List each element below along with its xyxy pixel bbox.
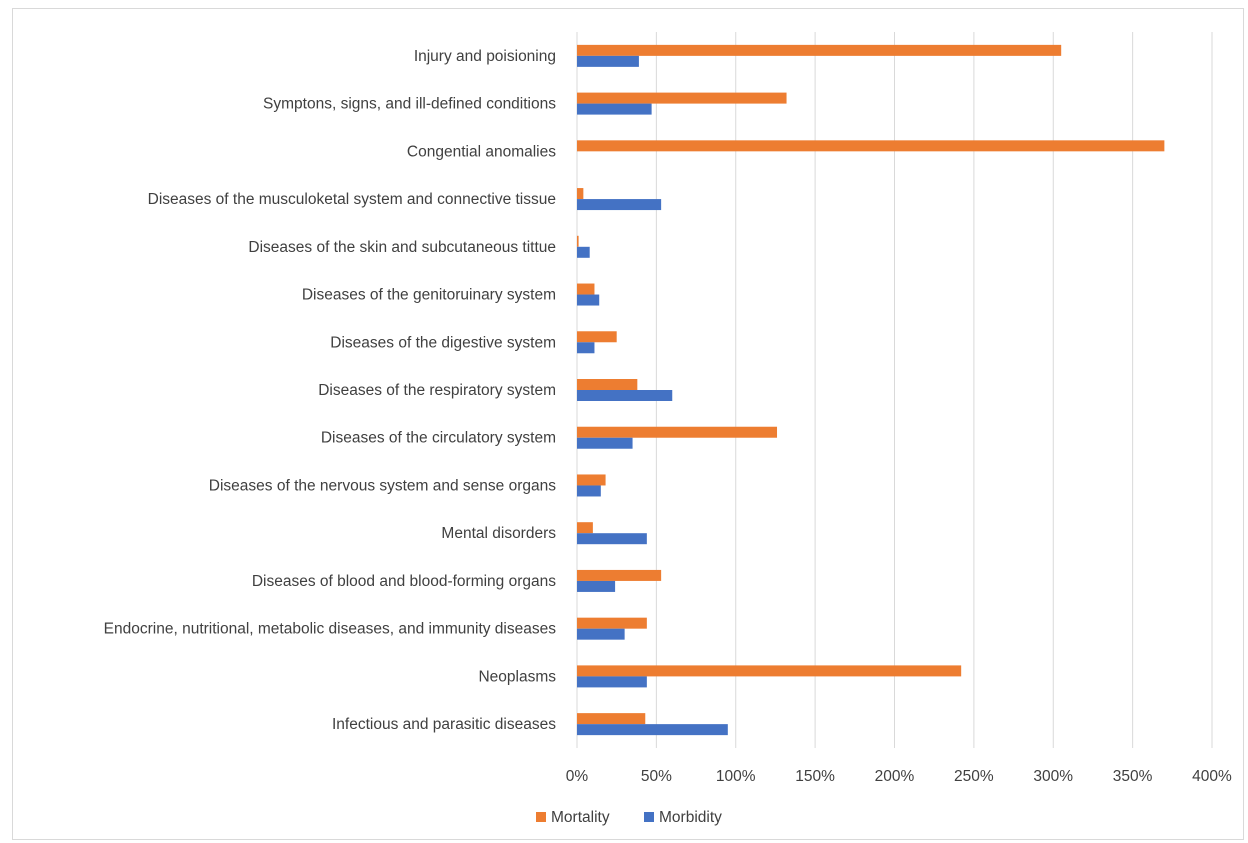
x-tick-label-150: 150% (795, 768, 835, 785)
bar-mortality-mental-disorders (577, 522, 593, 534)
bar-mortality-symptons-signs-and-ill-defined-conditions (577, 92, 787, 104)
category-labels: Injury and poisioning Symptons, signs, an… (104, 48, 557, 733)
bar-morbidity-diseases-of-the-musculoketal-system-and-connective-tissue (577, 199, 662, 211)
x-tick-label-200: 200% (875, 768, 915, 785)
category-label-diseases-of-the-circulatory-system: Diseases of the circulatory system (321, 430, 556, 447)
category-label-neoplasms: Neoplasms (478, 668, 556, 685)
bar-mortality-infectious-and-parasitic-diseases (577, 713, 646, 725)
legend-swatch-mortality (536, 812, 546, 822)
category-label-diseases-of-the-genitoruinary-system: Diseases of the genitoruinary system (302, 287, 556, 304)
bar-morbidity-neoplasms (577, 676, 647, 688)
bar-morbidity-symptons-signs-and-ill-defined-conditions (577, 103, 652, 115)
category-label-congential-anomalies: Congential anomalies (407, 143, 556, 160)
bar-morbidity-diseases-of-the-genitoruinary-system (577, 294, 600, 306)
x-tick-label-100: 100% (716, 768, 756, 785)
x-tick-label-50: 50% (641, 768, 672, 785)
bar-mortality-endocrine-nutritional-metabolic-diseases-and-immunity-diseases (577, 617, 647, 629)
bar-morbidity-diseases-of-the-nervous-system-and-sense-organs (577, 485, 601, 497)
bar-morbidity-diseases-of-blood-and-blood-forming-organs (577, 580, 616, 592)
bar-morbidity-mental-disorders (577, 533, 647, 545)
bar-morbidity-diseases-of-the-digestive-system (577, 342, 595, 354)
category-label-diseases-of-the-musculoketal-system-and-connective-tissue: Diseases of the musculoketal system and … (148, 191, 556, 208)
legend-swatch-morbidity (644, 812, 654, 822)
category-label-injury-and-poisioning: Injury and poisioning (414, 48, 556, 65)
legend-label-morbidity: Morbidity (659, 809, 722, 826)
category-label-diseases-of-blood-and-blood-forming-organs: Diseases of blood and blood-forming orga… (252, 573, 556, 590)
bar-mortality-neoplasms (577, 665, 962, 677)
x-tick-label-250: 250% (954, 768, 994, 785)
legend: Mortality Morbidity (536, 809, 722, 826)
x-axis-ticks: 0% 50% 100% 150% 200% 250% 300% 350% 400% (566, 768, 1232, 785)
category-label-endocrine-nutritional-metabolic-diseases-and-immunity-diseases: Endocrine, nutritional, metabolic diseas… (104, 621, 557, 638)
bar-mortality-diseases-of-the-genitoruinary-system (577, 283, 595, 295)
bar-mortality-injury-and-poisioning (577, 44, 1062, 56)
category-label-symptons-signs-and-ill-defined-conditions: Symptons, signs, and ill-defined conditi… (263, 96, 556, 113)
bar-mortality-diseases-of-the-circulatory-system (577, 426, 778, 438)
category-label-diseases-of-the-nervous-system-and-sense-organs: Diseases of the nervous system and sense… (209, 477, 556, 494)
bar-mortality-diseases-of-the-skin-and-subcutaneous-tittue (577, 235, 579, 247)
category-label-diseases-of-the-digestive-system: Diseases of the digestive system (330, 334, 556, 351)
bar-morbidity-infectious-and-parasitic-diseases (577, 724, 728, 736)
category-label-infectious-and-parasitic-diseases: Infectious and parasitic diseases (332, 716, 556, 733)
legend-label-mortality: Mortality (551, 809, 610, 826)
bar-morbidity-endocrine-nutritional-metabolic-diseases-and-immunity-diseases (577, 628, 625, 640)
category-label-diseases-of-the-respiratory-system: Diseases of the respiratory system (318, 382, 556, 399)
x-tick-label-0: 0% (566, 768, 589, 785)
category-label-diseases-of-the-skin-and-subcutaneous-tittue: Diseases of the skin and subcutaneous ti… (248, 239, 556, 256)
bar-mortality-diseases-of-the-respiratory-system (577, 379, 638, 390)
bar-mortality-diseases-of-the-digestive-system (577, 331, 617, 343)
bar-morbidity-diseases-of-the-skin-and-subcutaneous-tittue (577, 246, 590, 258)
x-tick-label-400: 400% (1192, 768, 1232, 785)
bar-morbidity-diseases-of-the-circulatory-system (577, 437, 633, 449)
bar-mortality-diseases-of-the-musculoketal-system-and-connective-tissue (577, 188, 584, 200)
bar-mortality-diseases-of-blood-and-blood-forming-organs (577, 569, 662, 581)
x-tick-label-350: 350% (1113, 768, 1153, 785)
category-label-mental-disorders: Mental disorders (441, 525, 556, 542)
bar-morbidity-diseases-of-the-respiratory-system (577, 390, 673, 401)
bar-mortality-congential-anomalies (577, 140, 1165, 152)
bar-mortality-diseases-of-the-nervous-system-and-sense-organs (577, 474, 606, 486)
x-tick-label-300: 300% (1033, 768, 1073, 785)
bar-morbidity-injury-and-poisioning (577, 55, 639, 67)
bars (577, 44, 1165, 736)
